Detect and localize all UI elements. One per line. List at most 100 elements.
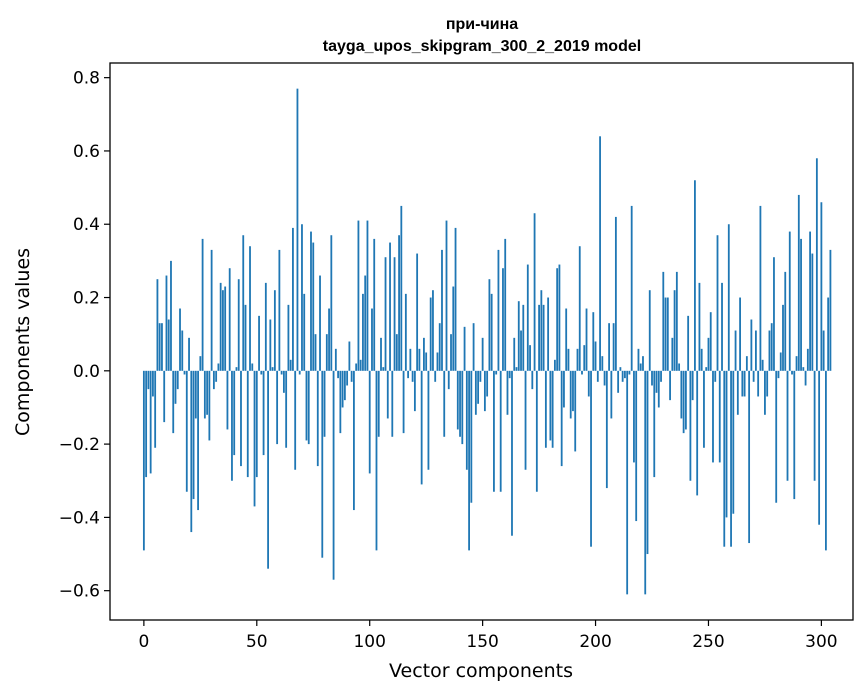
bar-component-265 <box>741 370 744 397</box>
bar-component-33 <box>217 363 220 371</box>
bar-component-123 <box>420 370 423 485</box>
bar-component-83 <box>330 235 333 371</box>
bar-component-199 <box>592 312 595 371</box>
bar-component-278 <box>770 323 773 371</box>
bar-component-12 <box>170 260 172 371</box>
bar-component-161 <box>506 370 509 415</box>
bar-component-286 <box>788 231 791 371</box>
bar-component-50 <box>255 370 258 478</box>
bar-component-271 <box>754 330 757 371</box>
bar-component-251 <box>709 312 712 371</box>
y-tick-label: 0.4 <box>73 215 100 235</box>
bar-component-172 <box>531 370 534 390</box>
bar-component-119 <box>411 370 414 382</box>
bar-component-69 <box>298 370 301 375</box>
bar-component-234 <box>671 337 674 371</box>
bar-component-302 <box>825 370 827 551</box>
bar-component-38 <box>228 268 231 371</box>
y-axis-label: Components values <box>12 248 34 436</box>
bar-component-262 <box>734 330 737 371</box>
bar-component-81 <box>325 334 328 371</box>
x-tick-label: 200 <box>579 632 611 652</box>
bar-component-126 <box>427 370 430 470</box>
bar-component-220 <box>639 363 642 371</box>
bar-component-59 <box>276 370 279 445</box>
bar-component-249 <box>705 367 708 371</box>
bar-component-208 <box>612 323 615 371</box>
bar-component-91 <box>348 341 351 371</box>
bar-component-125 <box>425 352 428 371</box>
bar-component-246 <box>698 282 701 371</box>
bar-component-32 <box>215 370 218 382</box>
bar-component-66 <box>292 227 294 371</box>
bar-component-281 <box>777 370 780 379</box>
bar-component-188 <box>567 348 570 371</box>
bar-component-103 <box>375 370 378 551</box>
bar-component-18 <box>183 370 186 375</box>
bar-component-202 <box>599 136 601 371</box>
bar-component-299 <box>818 370 821 525</box>
bar-component-52 <box>260 370 263 375</box>
bar-component-292 <box>802 367 805 371</box>
bar-component-207 <box>610 370 613 419</box>
bar-component-238 <box>680 370 683 419</box>
bar-component-184 <box>558 264 561 371</box>
bar-component-242 <box>689 370 692 481</box>
bar-component-76 <box>314 334 317 371</box>
bar-component-117 <box>407 370 410 379</box>
bar-component-5 <box>154 370 157 448</box>
bar-component-94 <box>355 363 358 371</box>
bar-component-77 <box>316 370 319 467</box>
bar-component-7 <box>158 323 161 371</box>
bar-component-296 <box>811 253 814 371</box>
bar-component-141 <box>461 370 464 445</box>
bar-component-228 <box>657 370 660 408</box>
bar-component-206 <box>608 323 610 371</box>
bar-component-303 <box>827 297 830 371</box>
bar-component-158 <box>499 370 502 492</box>
bar-component-268 <box>748 370 751 544</box>
bar-component-29 <box>208 370 211 441</box>
bar-component-275 <box>764 370 766 415</box>
bar-component-227 <box>655 370 658 393</box>
bar-component-110 <box>391 370 394 437</box>
bar-component-79 <box>321 370 324 558</box>
bar-component-247 <box>700 348 703 371</box>
bar-component-124 <box>423 337 425 371</box>
bar-component-107 <box>384 257 387 371</box>
bar-component-279 <box>773 257 775 371</box>
bar-component-57 <box>271 367 274 371</box>
bar-component-37 <box>226 370 229 430</box>
bar-component-2 <box>147 370 150 390</box>
bar-component-73 <box>307 370 310 445</box>
bar-component-270 <box>752 370 755 382</box>
bar-component-113 <box>398 235 400 371</box>
bar-component-53 <box>262 370 265 456</box>
bar-component-231 <box>664 297 667 371</box>
bar-component-233 <box>669 370 671 401</box>
bar-component-136 <box>450 334 452 371</box>
bar-component-27 <box>203 370 206 419</box>
bar-component-155 <box>493 370 495 492</box>
bar-component-154 <box>490 293 493 371</box>
bar-component-71 <box>303 293 306 371</box>
bar-component-104 <box>377 370 380 437</box>
bar-component-63 <box>285 370 288 448</box>
bar-component-226 <box>653 370 656 478</box>
bar-component-159 <box>502 268 504 371</box>
bar-component-187 <box>565 308 568 371</box>
bar-component-17 <box>181 330 184 371</box>
bar-component-165 <box>515 367 518 371</box>
bar-component-224 <box>648 290 651 371</box>
bar-component-109 <box>389 242 391 371</box>
bar-component-54 <box>264 282 267 371</box>
bar-component-100 <box>368 370 371 474</box>
bar-component-253 <box>714 370 717 382</box>
bar-component-82 <box>328 308 330 371</box>
x-tick-label: 300 <box>805 632 837 652</box>
bar-component-210 <box>617 370 620 393</box>
bar-component-269 <box>750 319 753 371</box>
bar-component-49 <box>253 370 256 507</box>
bar-component-237 <box>678 363 681 371</box>
